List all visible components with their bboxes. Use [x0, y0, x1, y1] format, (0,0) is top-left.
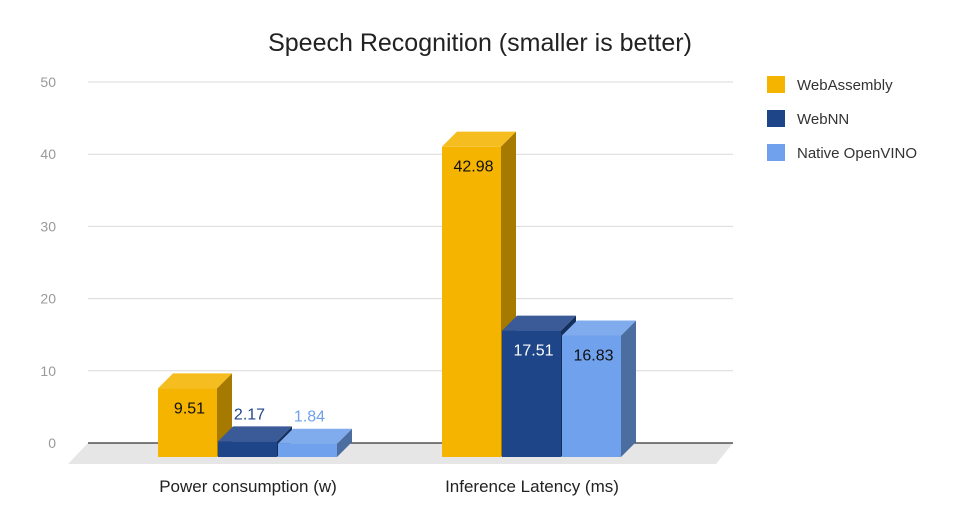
- x-axis: Power consumption (w) Inference Latency (…: [159, 477, 619, 496]
- y-axis: 0 10 20 30 40 50: [40, 74, 56, 451]
- legend-swatch: [767, 76, 785, 93]
- legend-label: Native OpenVINO: [797, 145, 917, 162]
- legend-label: WebAssembly: [797, 77, 893, 94]
- bar-top: [158, 373, 232, 389]
- y-tick-label: 50: [40, 74, 56, 90]
- data-label: 9.51: [174, 400, 205, 417]
- y-tick-label: 20: [40, 291, 56, 307]
- bar-top: [278, 428, 352, 444]
- bar: [218, 441, 277, 457]
- bar: [158, 388, 217, 457]
- x-tick-label: Inference Latency (ms): [445, 477, 619, 496]
- bar-top: [218, 426, 292, 442]
- gridlines: [88, 81, 733, 372]
- bar: [562, 335, 621, 457]
- legend-swatch: [767, 144, 785, 161]
- bar-top: [442, 131, 516, 147]
- bars: [158, 131, 636, 458]
- bar: [502, 330, 561, 457]
- legend-label: WebNN: [797, 111, 849, 128]
- chart-title: Speech Recognition (smaller is better): [268, 29, 692, 57]
- data-label: 1.84: [294, 409, 325, 426]
- legend-swatch: [767, 110, 785, 127]
- legend: WebAssembly WebNN Native OpenVINO: [767, 76, 917, 162]
- bar: [442, 146, 501, 458]
- data-label: 2.17: [234, 406, 265, 423]
- bar: [278, 443, 337, 457]
- data-label: 16.83: [573, 347, 613, 364]
- y-tick-label: 10: [40, 363, 56, 379]
- y-tick-label: 40: [40, 146, 56, 162]
- x-tick-label: Power consumption (w): [159, 477, 337, 496]
- data-labels: 9.51 2.17 1.84 42.98 17.51 16.83: [174, 159, 614, 426]
- y-tick-label: 0: [48, 435, 56, 451]
- bar-top: [502, 315, 576, 331]
- bar-side: [621, 320, 636, 457]
- bar-side: [337, 428, 352, 457]
- data-label: 42.98: [453, 159, 493, 176]
- data-label: 17.51: [513, 343, 553, 360]
- y-tick-label: 30: [40, 218, 56, 234]
- bar-top: [562, 320, 636, 336]
